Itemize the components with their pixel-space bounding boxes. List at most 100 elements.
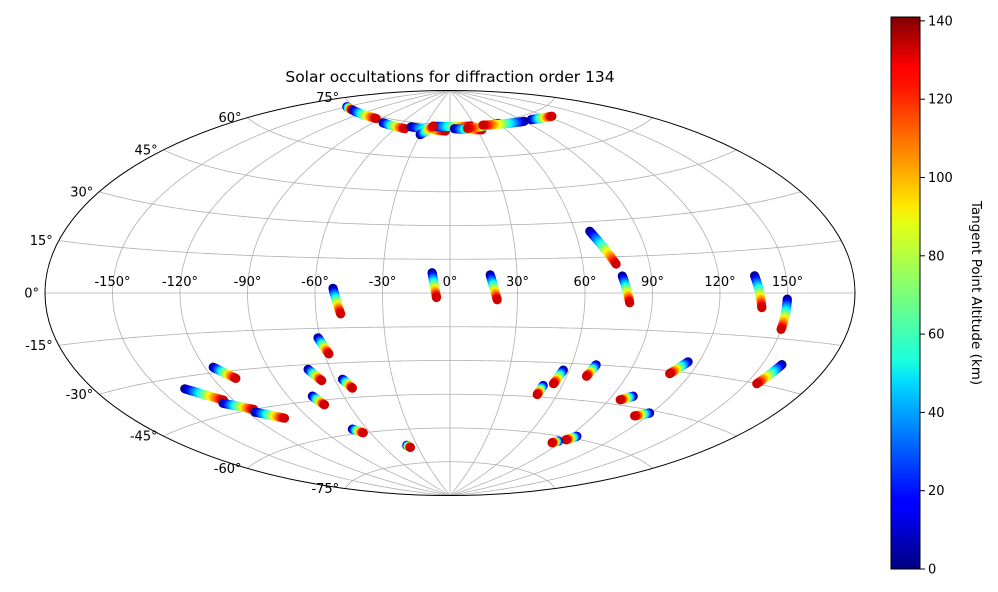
occultation-track: [250, 407, 290, 423]
longitude-tick-label: 60°: [573, 275, 596, 290]
track-point: [757, 303, 767, 313]
colorbar-tick-label: 140: [928, 14, 953, 29]
track-point: [547, 111, 557, 121]
colorbar-tick-label: 120: [928, 93, 953, 108]
longitude-tick-labels: -150° -120° -90° -60° -30° 0° 30° 60° 90° 120° 150…: [94, 275, 803, 290]
track-point: [405, 442, 415, 452]
occultation-track: [665, 357, 693, 379]
occultation-track: [313, 333, 334, 359]
grid-meridian: [449, 90, 788, 496]
colorbar: 0 20 40 60 80 100 120 140 Tangent Point Altitud…: [890, 14, 984, 578]
graticule-grid: [45, 90, 855, 496]
longitude-tick-label: 0°: [443, 275, 458, 290]
longitude-tick-label: 90°: [641, 275, 664, 290]
track-point: [371, 113, 381, 124]
colorbar-tick-label: 0: [928, 563, 936, 578]
occultation-track: [337, 374, 357, 393]
track-point: [336, 309, 346, 319]
occultation-track: [752, 360, 787, 389]
occultation-tracks: [180, 102, 792, 452]
grid-meridian: [112, 90, 451, 496]
occultation-track: [532, 380, 548, 400]
longitude-tick-label: 120°: [704, 275, 735, 290]
occultation-track: [617, 271, 635, 308]
grid-meridian: [179, 90, 451, 496]
colorbar-tick-label: 20: [928, 484, 945, 499]
track-point: [431, 292, 442, 303]
latitude-tick-label: -15°: [25, 339, 53, 354]
occultation-track: [307, 391, 330, 410]
occultation-track: [548, 365, 568, 389]
track-point: [279, 413, 290, 423]
grid-meridian: [382, 90, 451, 496]
track-point: [462, 123, 473, 133]
grid-meridian: [449, 90, 721, 496]
track-point: [478, 120, 488, 130]
map-area: -150° -120° -90° -60° -30° 0° 30° 60° 90° 120° 150…: [24, 90, 856, 497]
occultation-track: [478, 116, 529, 130]
track-point: [548, 379, 559, 389]
longitude-tick-label: -120°: [162, 275, 198, 290]
occultation-track: [348, 105, 381, 124]
colorbar-ticks: 0 20 40 60 80 100 120 140: [920, 14, 953, 578]
occultation-track: [328, 283, 346, 319]
track-point: [625, 298, 635, 308]
track-point: [347, 383, 357, 393]
occultation-track: [218, 398, 259, 414]
grid-meridian: [449, 90, 586, 496]
track-point: [665, 369, 675, 379]
latitude-tick-label: -60°: [214, 462, 242, 477]
track-point: [428, 121, 438, 131]
track-point: [776, 324, 786, 334]
grid-meridian: [314, 90, 451, 496]
occultation-track: [180, 384, 229, 405]
occultation-track: [526, 111, 557, 125]
track-point: [231, 373, 241, 383]
colorbar-gradient: [890, 16, 921, 570]
occultation-track: [485, 270, 502, 305]
latitude-tick-label: 75°: [316, 91, 339, 106]
colorbar-tick-label: 40: [928, 406, 945, 421]
latitude-tick-label: -45°: [130, 430, 158, 445]
track-point: [581, 371, 592, 381]
longitude-tick-label: -90°: [234, 275, 262, 290]
track-point: [317, 376, 327, 386]
colorbar-label: Tangent Point Altitude (km): [968, 200, 984, 385]
longitude-tick-label: -150°: [94, 275, 130, 290]
occultation-track: [402, 440, 415, 452]
map-outline: [44, 90, 856, 496]
grid-meridian: [247, 90, 451, 496]
occultation-track: [378, 118, 410, 134]
track-point: [532, 389, 542, 400]
latitude-tick-label: -30°: [66, 388, 94, 403]
occultation-track: [547, 436, 564, 448]
occultation-track: [615, 391, 638, 405]
occultation-track: [415, 121, 438, 140]
track-point: [561, 435, 571, 445]
longitude-tick-label: 30°: [506, 275, 529, 290]
occultation-track: [630, 408, 655, 421]
track-point: [611, 259, 621, 269]
chart-title: Solar occultations for diffraction order…: [285, 68, 614, 86]
latitude-tick-label: 45°: [135, 143, 158, 158]
occultation-track: [750, 271, 767, 313]
track-point: [358, 428, 368, 438]
occultation-track: [427, 268, 442, 303]
longitude-tick-label: -60°: [301, 275, 329, 290]
grid-meridian: [449, 90, 518, 496]
latitude-tick-label: 0°: [24, 287, 39, 302]
track-point: [492, 295, 502, 305]
occultation-track: [776, 294, 792, 334]
occultation-track: [347, 424, 368, 438]
latitude-tick-label: 60°: [218, 111, 241, 126]
longitude-tick-label: -30°: [369, 275, 397, 290]
track-point: [324, 349, 334, 359]
colorbar-tick-label: 100: [928, 171, 953, 186]
track-point: [630, 411, 640, 421]
latitude-tick-label: -75°: [311, 482, 339, 497]
track-point: [615, 395, 625, 405]
occultation-track: [585, 226, 621, 269]
latitude-tick-label: 30°: [70, 185, 93, 200]
colorbar-tick-label: 60: [928, 328, 945, 343]
